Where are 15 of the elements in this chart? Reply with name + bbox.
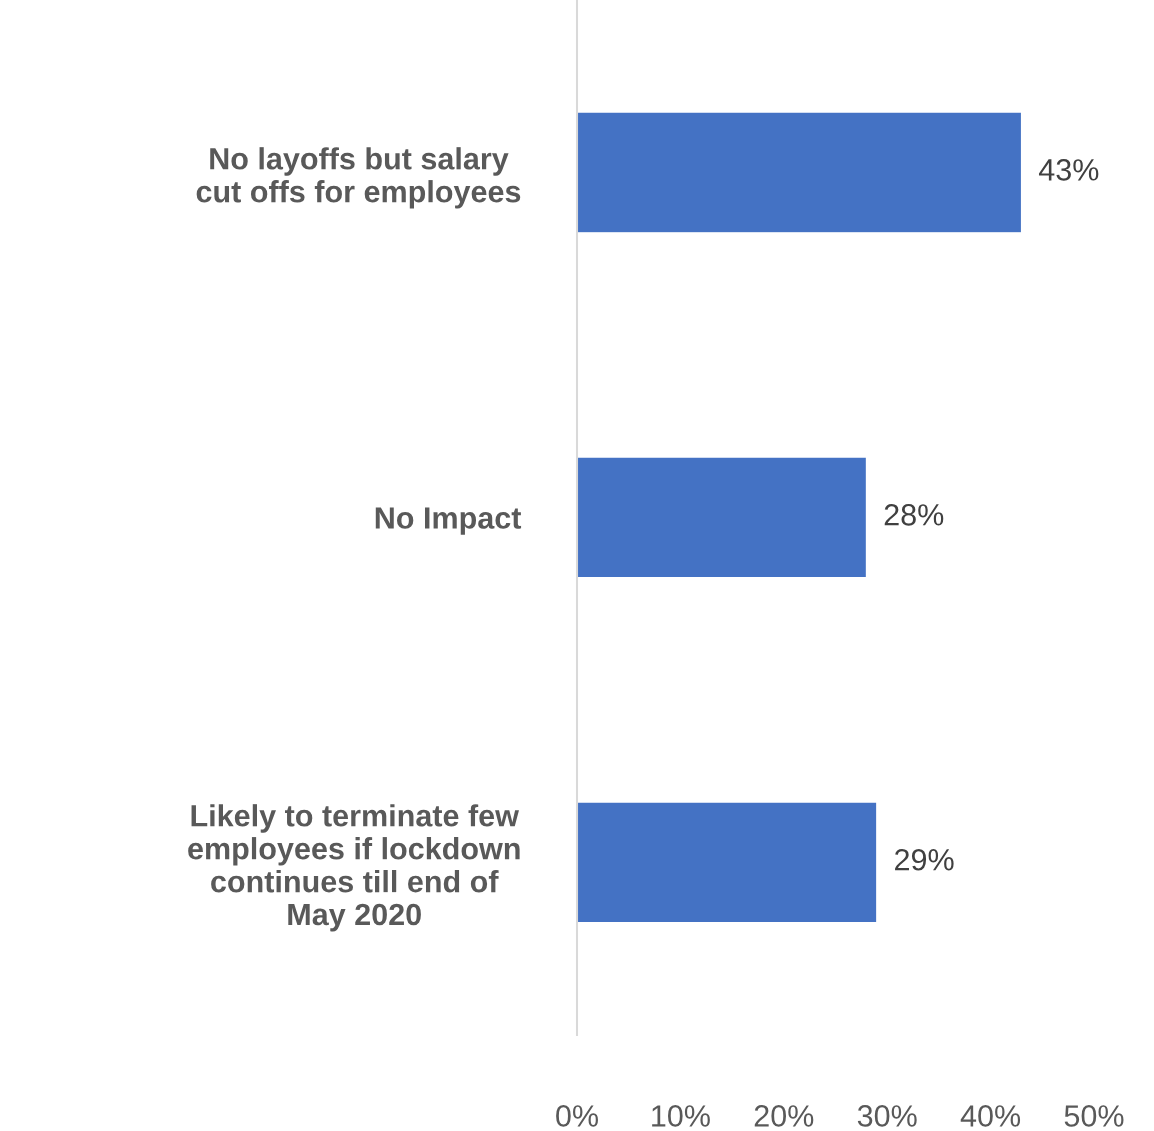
bar <box>577 801 878 924</box>
bar <box>577 111 1023 234</box>
x-tick-label: 10% <box>652 1105 710 1127</box>
bar <box>577 456 868 579</box>
y-tick-label: No layoffs but salary cut offs for employees <box>196 147 521 209</box>
y-tick-label: Likely to terminate few employees if lockdown continues till end of May 2020 <box>188 804 520 932</box>
x-tick-label: 50% <box>1064 1105 1124 1127</box>
data-label: 28% <box>884 504 944 526</box>
x-tick-label: 0% <box>556 1105 598 1127</box>
data-label: 29% <box>895 848 954 871</box>
data-label: 43% <box>1038 159 1099 181</box>
x-tick-label: 20% <box>754 1105 814 1127</box>
x-tick-label: 40% <box>960 1105 1021 1127</box>
x-tick-label: 30% <box>857 1105 917 1127</box>
y-tick-label: No Impact <box>375 507 522 535</box>
